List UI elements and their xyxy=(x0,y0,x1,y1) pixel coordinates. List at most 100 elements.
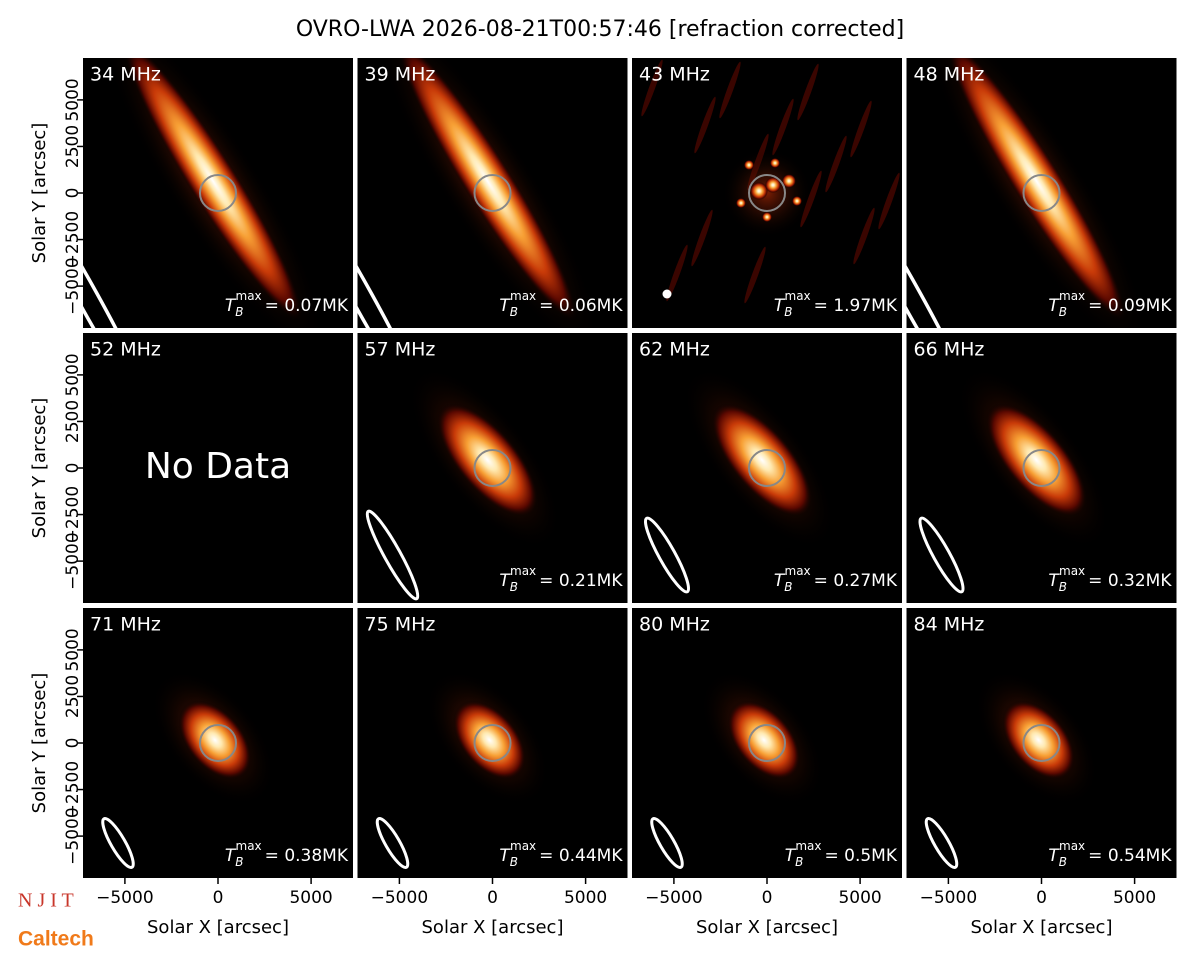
sidelobe xyxy=(878,172,900,230)
source xyxy=(178,700,252,780)
y-tick-label: 2500 xyxy=(63,125,83,168)
solar-disk xyxy=(1022,449,1061,487)
tb-text: = 0.54MK xyxy=(1088,846,1172,866)
source xyxy=(1001,700,1076,780)
beam xyxy=(906,182,977,328)
beam xyxy=(643,516,691,594)
panel xyxy=(357,58,628,328)
tb-max: TBmax= 0.32MK xyxy=(1048,564,1172,594)
source xyxy=(727,700,801,780)
beam xyxy=(101,817,135,869)
panel xyxy=(632,333,902,603)
logo: N J I T xyxy=(18,890,74,912)
x-tick-label: 5000 xyxy=(564,888,607,908)
tb-sub: B xyxy=(1059,855,1067,869)
x-axis-label: Solar X [arcsec] xyxy=(422,917,564,938)
panel xyxy=(632,58,902,328)
source xyxy=(750,182,768,200)
y-tick-label: 2500 xyxy=(63,400,83,443)
x-axis-label: Solar X [arcsec] xyxy=(696,917,838,938)
sidelobe xyxy=(666,244,688,302)
source xyxy=(765,177,781,193)
tb-text: = 1.97MK xyxy=(814,296,898,316)
beam xyxy=(365,509,420,601)
solar-disk xyxy=(473,174,512,212)
solar-disk xyxy=(473,449,512,487)
y-axis-label: Solar Y [arcsec] xyxy=(29,123,50,264)
x-tick-label: 5000 xyxy=(1113,888,1156,908)
source xyxy=(985,403,1088,517)
tb-sup: max xyxy=(1059,564,1085,578)
tb-sub: B xyxy=(1059,580,1067,594)
tb-sup: max xyxy=(510,289,536,303)
x-axis-label: Solar X [arcsec] xyxy=(971,917,1113,938)
y-tick-label: −5000 xyxy=(63,257,83,315)
solar-disk xyxy=(473,724,512,762)
source xyxy=(736,198,746,208)
tb-sup: max xyxy=(1059,289,1085,303)
y-tick-label: 5000 xyxy=(63,628,83,671)
y-tick-label: 0 xyxy=(63,738,83,749)
source xyxy=(762,212,772,222)
sidelobe xyxy=(850,100,872,158)
panel-label: 66 MHz xyxy=(914,339,985,361)
x-tick-label: 5000 xyxy=(289,888,332,908)
sidelobe xyxy=(797,63,819,121)
tb-sub: B xyxy=(235,305,243,319)
figure-title: OVRO-LWA 2026-08-21T00:57:46 [refraction… xyxy=(296,17,904,42)
tb-symbol: T xyxy=(774,571,786,591)
panel-label: 75 MHz xyxy=(365,614,436,636)
source xyxy=(397,58,578,322)
source xyxy=(782,174,796,188)
panel-label: 34 MHz xyxy=(90,64,161,86)
panel xyxy=(357,608,628,878)
y-tick-label: −2500 xyxy=(63,211,83,269)
tb-symbol: T xyxy=(499,296,511,316)
tb-max: TBmax= 0.54MK xyxy=(1048,839,1172,869)
tb-sub: B xyxy=(510,305,518,319)
tb-symbol: T xyxy=(1048,571,1060,591)
tb-text: = 0.27MK xyxy=(814,571,898,591)
x-tick-label: 0 xyxy=(213,888,224,908)
tb-text: = 0.32MK xyxy=(1088,571,1172,591)
beam xyxy=(375,817,410,869)
panel xyxy=(83,333,353,603)
tb-symbol: T xyxy=(225,846,237,866)
tb-sup: max xyxy=(236,839,262,853)
panel-label: 39 MHz xyxy=(365,64,436,86)
tb-text: = 0.06MK xyxy=(539,296,623,316)
y-axis-label: Solar Y [arcsec] xyxy=(29,673,50,814)
panel-label: 80 MHz xyxy=(639,614,710,636)
no-data-note: No Data xyxy=(145,446,291,487)
beam xyxy=(650,817,684,869)
source xyxy=(711,403,813,517)
tb-max: TBmax = 0.5MK xyxy=(785,839,898,869)
x-tick-label: 5000 xyxy=(838,888,881,908)
panel-label: 48 MHz xyxy=(914,64,985,86)
y-tick-label: 0 xyxy=(63,188,83,199)
x-tick-label: 0 xyxy=(487,888,498,908)
panel xyxy=(906,333,1177,603)
sidelobe xyxy=(691,209,713,267)
tb-max: TBmax= 1.97MK xyxy=(774,289,898,319)
panel-label: 84 MHz xyxy=(914,614,985,636)
tb-sub: B xyxy=(784,305,792,319)
source xyxy=(744,160,754,170)
panel-label: 62 MHz xyxy=(639,339,710,361)
solar-disk xyxy=(748,449,786,487)
panel xyxy=(906,58,1177,328)
logo: Caltech xyxy=(18,928,94,951)
tb-text: = 0.09MK xyxy=(1088,296,1172,316)
y-tick-label: −5000 xyxy=(63,807,83,865)
tb-sub: B xyxy=(510,580,518,594)
x-tick-label: 0 xyxy=(762,888,773,908)
tb-sub: B xyxy=(784,580,792,594)
y-tick-label: 0 xyxy=(63,463,83,474)
tb-max: TBmax= 0.09MK xyxy=(1048,289,1172,319)
tb-symbol: T xyxy=(225,296,237,316)
x-tick-label: −5000 xyxy=(920,888,978,908)
solar-disk xyxy=(199,724,237,762)
tb-sup: max xyxy=(795,839,821,853)
y-tick-label: 2500 xyxy=(63,675,83,718)
tb-max: TBmax= 0.06MK xyxy=(499,289,623,319)
